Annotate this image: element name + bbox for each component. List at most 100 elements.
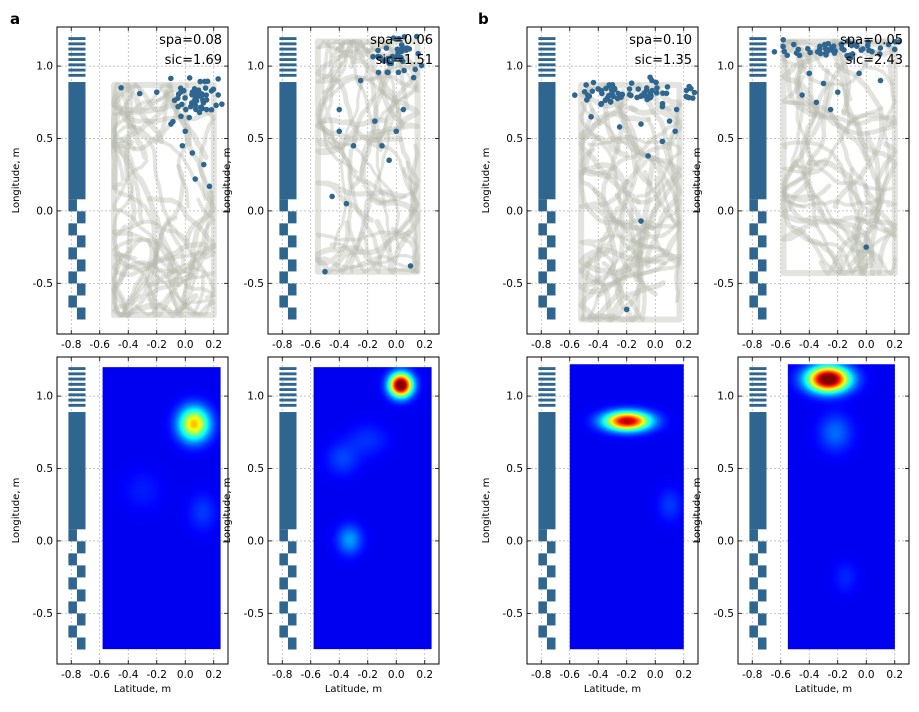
y-tick-label: 0.5 (36, 463, 53, 475)
spike-point (395, 50, 401, 57)
trajectory-path (601, 207, 647, 322)
y-axis-label: Longitude, m (11, 148, 22, 214)
spike-point (401, 33, 408, 40)
zone-bar-check (76, 565, 86, 578)
spike-point (412, 66, 418, 73)
zone-bar-stripe (538, 372, 556, 376)
spike-point (393, 128, 400, 135)
plot-area (738, 357, 909, 664)
y-tick-label: -0.5 (33, 278, 54, 290)
spike-point (686, 83, 692, 90)
trajectory-path (579, 233, 666, 300)
plot-area (57, 357, 228, 664)
subplot-b-rat1-heatmap: -0.8 -0.6 -0.4 -0.2 0.0 0.2 -0.5 0.0 0.5 1.0 Longi… (481, 356, 699, 695)
spike-point (848, 42, 855, 49)
x-tick-label: -0.2 (358, 669, 379, 681)
annotation-sic: sic=1.51 (376, 53, 433, 68)
trajectory-path (111, 230, 199, 319)
spike-point (398, 42, 405, 48)
trajectory-path (578, 244, 666, 323)
zone-bar-stripe (538, 403, 556, 407)
zone-bar-check (757, 613, 767, 626)
x-axis-label: Latitude, m (584, 684, 641, 695)
spike-point (854, 43, 860, 50)
spike-point (375, 69, 382, 76)
trajectory-path (350, 38, 421, 137)
trajectory-path (317, 39, 420, 114)
zone-bar-block (538, 82, 556, 200)
plot-area (527, 27, 705, 334)
spike-point (407, 263, 414, 269)
spike-point (845, 38, 851, 44)
trajectory-path (781, 193, 871, 275)
spike-point (877, 45, 884, 51)
spike-point (830, 43, 837, 50)
zone-bar-stripe (538, 63, 556, 67)
zone-bar-check (749, 247, 758, 260)
zone-bar-check (757, 235, 767, 248)
zone-bar-stripe (68, 372, 86, 376)
plot-frame (737, 26, 910, 335)
spike-point (647, 74, 653, 81)
y-axis-label: Longitude, m (481, 148, 492, 214)
zone-bar-check (76, 283, 86, 296)
spike-point (350, 142, 357, 149)
zone-bar-stripe (279, 58, 297, 62)
spike-point (614, 95, 621, 102)
spike-point (384, 55, 391, 62)
zone-bar-check (757, 565, 767, 578)
spike-point (616, 124, 623, 130)
plot-area (268, 27, 439, 334)
y-tick-label: 0.0 (717, 205, 734, 217)
spike-point (780, 36, 787, 43)
spike-point (183, 106, 189, 113)
plot-frame (56, 26, 229, 335)
zone-bar-stripe (68, 37, 86, 41)
y-tick-label: 0.0 (717, 535, 734, 547)
trajectory-path (111, 260, 196, 318)
spike-point (375, 47, 381, 54)
zone-bar-check (68, 271, 77, 284)
plot-frame (526, 356, 699, 665)
spike-point (203, 106, 210, 113)
spike-point (822, 50, 829, 57)
zone-bar-check (287, 211, 297, 224)
x-tick-label: -0.2 (358, 339, 379, 351)
x-tick-label: -0.8 (61, 339, 82, 351)
spike-point (336, 128, 343, 135)
spike-point (178, 113, 184, 120)
spike-point (401, 67, 407, 74)
x-tick-label: -0.8 (531, 669, 552, 681)
trajectory-path (578, 110, 652, 205)
trajectory-path (579, 103, 682, 176)
subplot-b-rat1-scatter: spa=0.10 sic=1.35 -0.8 -0.6 -0.4 -0.2 0.0 0.2 -0… (481, 26, 705, 351)
spike-point (175, 103, 181, 110)
trajectory-path (646, 117, 682, 304)
spike-point (796, 52, 803, 59)
zone-bar-check (538, 223, 547, 236)
spike-point (404, 45, 410, 51)
zone-bar-stripe (749, 63, 767, 67)
trajectory-path (578, 215, 644, 295)
spike-point (384, 69, 390, 76)
spike-point (623, 306, 630, 313)
y-axis-label: Longitude, m (222, 478, 233, 544)
spike-point (181, 87, 187, 94)
y-tick-label: 0.5 (247, 463, 264, 475)
spike-point (813, 99, 820, 106)
zone-bar-block (68, 82, 86, 200)
spike-point (153, 89, 160, 95)
y-tick-label: -0.5 (714, 608, 735, 620)
spike-point (672, 128, 678, 135)
trajectory-path (578, 234, 678, 277)
zone-bar-check (538, 199, 547, 212)
spike-point (699, 84, 705, 90)
x-tick-label: 0.2 (416, 669, 433, 681)
plot-area (57, 27, 228, 334)
trajectory-path (349, 108, 400, 274)
zone-bar-check (546, 283, 556, 296)
zone-bar-block (749, 82, 767, 200)
annotation-spa: spa=0.06 (370, 33, 433, 48)
y-tick-label: 0.0 (36, 535, 53, 547)
zone-bar-stripe (279, 367, 297, 371)
